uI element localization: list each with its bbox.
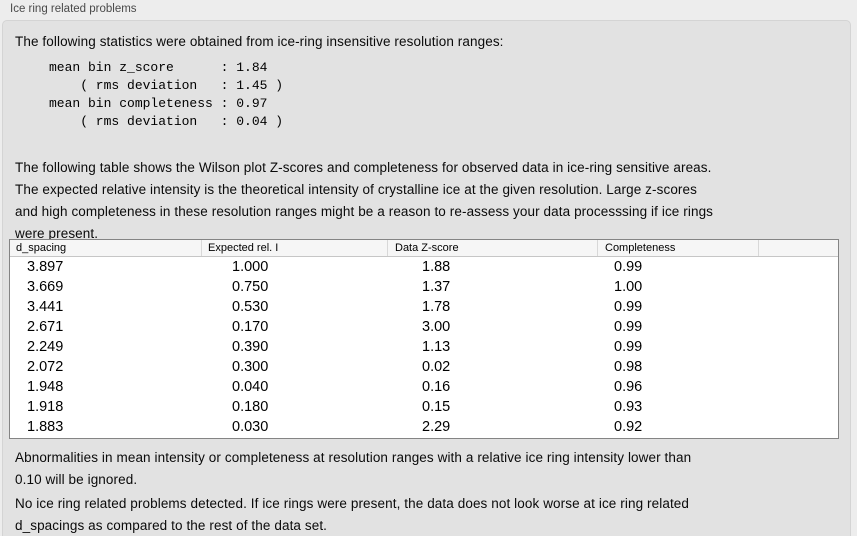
table-cell — [758, 277, 838, 297]
table-cell: 1.78 — [422, 299, 451, 315]
table-header-data-z-score[interactable]: Data Z-score — [387, 240, 597, 256]
table-cell — [758, 337, 838, 357]
table-cell — [758, 317, 838, 337]
table-cell: 0.300 — [232, 359, 269, 375]
table-cell: 0.02 — [422, 359, 451, 375]
table-row[interactable]: 2.072 0.300 0.02 0.98 — [10, 357, 838, 377]
table-cell: 0.99 — [614, 299, 643, 315]
table-cell — [758, 357, 838, 377]
table-cell — [758, 397, 838, 417]
table-cell: 3.00 — [422, 319, 451, 335]
table-cell: 0.92 — [614, 419, 643, 435]
table-cell: 0.98 — [614, 359, 643, 375]
table-cell: 0.030 — [232, 419, 269, 435]
table-cell: 2.249 — [27, 339, 64, 355]
table-cell: 0.15 — [422, 399, 451, 415]
table-cell: 0.99 — [614, 339, 643, 355]
table-row[interactable]: 3.669 0.750 1.37 1.00 — [10, 277, 838, 297]
table-header-d-spacing[interactable]: d_spacing — [16, 242, 67, 254]
table-cell: 1.37 — [422, 279, 451, 295]
ice-ring-groupbox: The following statistics were obtained f… — [2, 20, 851, 536]
conclusion-text: No ice ring related problems detected. I… — [15, 496, 690, 533]
table-cell: 1.948 — [27, 379, 64, 395]
table-header-expected-rel-i[interactable]: Expected rel. I — [201, 240, 387, 256]
table-cell: 1.883 — [27, 419, 64, 435]
ignore-note-text: Abnormalities in mean intensity or compl… — [15, 450, 692, 487]
table-cell: 3.441 — [27, 299, 64, 315]
table-cell — [758, 417, 838, 437]
panel-title: Ice ring related problems — [10, 3, 137, 15]
table-cell: 1.918 — [27, 399, 64, 415]
table-cell: 0.99 — [614, 319, 643, 335]
table-cell: 0.750 — [232, 279, 269, 295]
table-row[interactable]: 1.948 0.040 0.16 0.96 — [10, 377, 838, 397]
table-cell: 3.669 — [27, 279, 64, 295]
table-cell: 0.16 — [422, 379, 451, 395]
table-cell: 0.170 — [232, 319, 269, 335]
table-row[interactable]: 3.897 1.000 1.88 0.99 — [10, 257, 838, 277]
table-row[interactable]: 1.883 0.030 2.29 0.92 — [10, 417, 838, 437]
table-cell: 1.00 — [614, 279, 643, 295]
ice-ring-table[interactable]: d_spacing Expected rel. I Data Z-score C… — [9, 239, 839, 439]
table-row[interactable]: 1.918 0.180 0.15 0.93 — [10, 397, 838, 417]
table-cell: 1.88 — [422, 259, 451, 275]
table-cell: 2.072 — [27, 359, 64, 375]
table-cell: 0.99 — [614, 259, 643, 275]
table-cell: 1.13 — [422, 339, 451, 355]
table-cell: 2.671 — [27, 319, 64, 335]
intro-text: The following statistics were obtained f… — [15, 34, 504, 49]
table-header-spacer — [758, 240, 838, 256]
table-row[interactable]: 2.249 0.390 1.13 0.99 — [10, 337, 838, 357]
table-cell: 0.93 — [614, 399, 643, 415]
table-header-row: d_spacing Expected rel. I Data Z-score C… — [10, 240, 838, 257]
table-cell: 0.530 — [232, 299, 269, 315]
table-row[interactable]: 2.671 0.170 3.00 0.99 — [10, 317, 838, 337]
table-body: 3.897 1.000 1.88 0.99 3.669 0.750 1.37 1.00 3.44… — [10, 257, 838, 437]
table-description-text: The following table shows the Wilson plo… — [15, 160, 714, 241]
table-cell: 0.96 — [614, 379, 643, 395]
table-cell: 3.897 — [27, 259, 64, 275]
table-header-completeness[interactable]: Completeness — [597, 240, 758, 256]
table-cell: 2.29 — [422, 419, 451, 435]
table-cell — [758, 297, 838, 317]
statistics-block: mean bin z_score : 1.84 ( rms deviation … — [49, 60, 284, 129]
table-cell: 0.040 — [232, 379, 269, 395]
table-cell — [758, 377, 838, 397]
table-cell: 0.390 — [232, 339, 269, 355]
table-cell: 0.180 — [232, 399, 269, 415]
table-cell: 1.000 — [232, 259, 269, 275]
table-cell — [758, 257, 838, 277]
table-row[interactable]: 3.441 0.530 1.78 0.99 — [10, 297, 838, 317]
